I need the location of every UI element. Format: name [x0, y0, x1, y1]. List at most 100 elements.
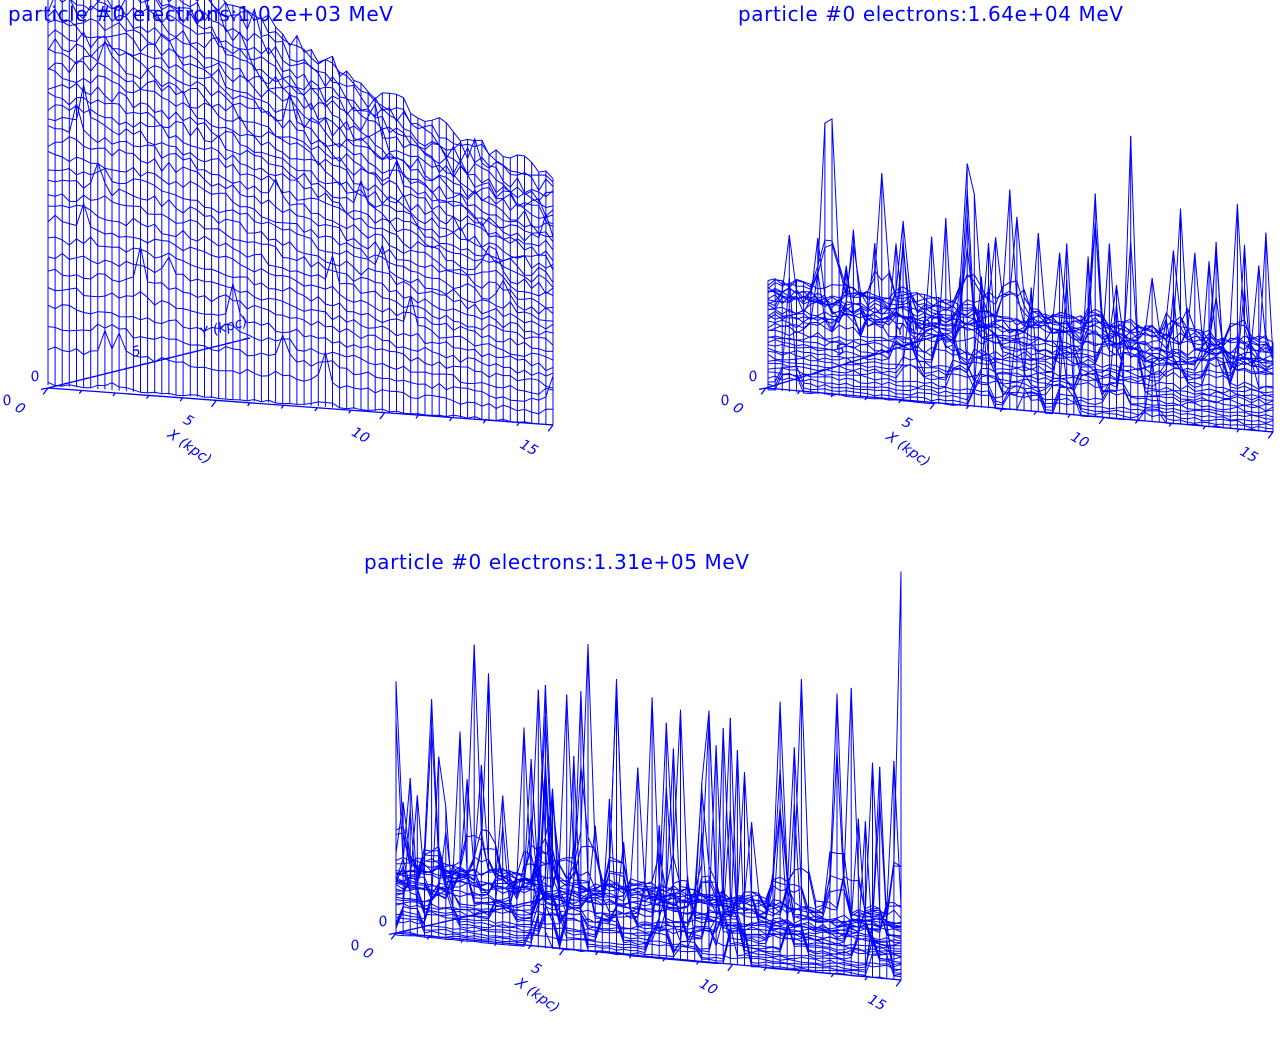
- y-tick: [457, 917, 462, 920]
- mesh-line-x: [767, 216, 1274, 350]
- y-tick: [64, 382, 69, 385]
- x-tick: [830, 973, 835, 978]
- mesh-line-x: [767, 243, 1274, 394]
- mesh-line-x: [145, 0, 554, 203]
- x-tick: [247, 402, 251, 407]
- mesh-line-x: [209, 0, 554, 183]
- mesh-line-x: [47, 67, 554, 271]
- axes: [388, 894, 902, 987]
- mesh-line-x: [47, 0, 554, 219]
- y-tick: [490, 909, 495, 912]
- y-tick-label: 0: [377, 913, 390, 931]
- y-tick: [552, 894, 561, 898]
- y-tick: [242, 337, 251, 341]
- x-tick: [179, 397, 184, 402]
- mesh-line-x: [47, 329, 554, 415]
- x-tick-label: 15: [1237, 444, 1261, 467]
- mesh-line-x: [767, 173, 1274, 344]
- mesh-line-x: [767, 220, 1274, 358]
- x-tick: [965, 405, 970, 410]
- mesh-line-x: [395, 691, 902, 950]
- y-tick: [796, 376, 801, 379]
- mesh-line-x: [767, 324, 1274, 427]
- mesh-line-x: [47, 204, 554, 346]
- x-tick: [390, 932, 397, 940]
- y-tick: [441, 920, 446, 924]
- mesh-line-x: [47, 323, 554, 402]
- mesh-line-x: [395, 644, 902, 919]
- mesh-line-x: [395, 721, 902, 960]
- x-axis-line: [47, 387, 554, 426]
- x-tick: [211, 399, 217, 408]
- mesh-line-x: [395, 858, 902, 934]
- y-tick: [388, 932, 397, 936]
- x-tick: [864, 396, 868, 401]
- y-tick-label: 0: [29, 368, 42, 386]
- x-tick: [379, 412, 386, 420]
- x-tick: [628, 954, 633, 959]
- y-tick: [539, 898, 544, 901]
- mesh-line-x: [395, 832, 902, 965]
- x-tick: [1236, 428, 1240, 433]
- mesh-line-x: [767, 245, 1274, 371]
- mesh-line-x: [47, 236, 554, 361]
- plot-title: particle #0 electrons:1.31e+05 MeV: [364, 550, 750, 574]
- x-tick-label: 10: [1068, 429, 1092, 452]
- y-tick: [831, 366, 836, 369]
- mesh-line-x: [167, 0, 554, 198]
- x-tick: [494, 942, 498, 946]
- x-tick-label: 5: [528, 960, 544, 978]
- mesh-line-x: [767, 328, 1274, 389]
- y-tick: [470, 913, 479, 917]
- mesh-line-x: [395, 745, 902, 957]
- y-tick: [225, 342, 230, 345]
- x-tick-label: 10: [697, 976, 721, 999]
- x-tick: [864, 976, 868, 981]
- mesh-line-x: [767, 284, 1274, 418]
- y-tick: [758, 387, 767, 391]
- z-tick-label: 0: [719, 392, 732, 410]
- y-tick-label: 5: [834, 342, 847, 360]
- mesh-line-x: [47, 8, 554, 228]
- x-tick: [426, 935, 431, 940]
- mesh-line-x: [767, 240, 1274, 398]
- surface-mesh: [395, 571, 902, 981]
- mesh-line-x: [395, 749, 902, 978]
- z-tick-label: 0: [1, 392, 14, 410]
- mesh-line-x: [767, 252, 1274, 355]
- mesh-line-x: [195, 0, 554, 192]
- y-tick: [883, 350, 888, 353]
- x-tick: [280, 404, 285, 409]
- mesh-line-x: [395, 810, 902, 955]
- mesh-line-x: [47, 381, 554, 426]
- x-tick: [415, 414, 419, 419]
- mesh-line-x: [47, 39, 554, 251]
- x-tick: [559, 948, 565, 956]
- y-tick: [84, 377, 89, 380]
- mesh-line-x: [47, 104, 554, 288]
- x-tick: [314, 407, 318, 412]
- y-tick: [124, 367, 129, 370]
- x-tick: [696, 960, 700, 965]
- x-tick: [763, 967, 767, 972]
- mesh-line-x: [767, 236, 1274, 382]
- x-tick: [898, 399, 902, 404]
- axes: [40, 337, 554, 432]
- y-tick: [814, 371, 819, 374]
- x-tick: [895, 979, 902, 987]
- mesh-line-x: [767, 208, 1274, 362]
- surface-plot-1: particle #0 electrons:1.02e+03 MeV 0 5 10 1…: [0, 0, 640, 520]
- y-tick: [918, 339, 923, 342]
- y-tick: [866, 355, 871, 358]
- mesh-line-x: [767, 241, 1274, 390]
- mesh-line-x: [47, 29, 554, 243]
- y-tick: [141, 362, 150, 366]
- y-tick: [845, 360, 854, 364]
- mesh-line-x: [47, 84, 554, 295]
- x-tick: [42, 387, 49, 395]
- x-tick: [527, 945, 532, 950]
